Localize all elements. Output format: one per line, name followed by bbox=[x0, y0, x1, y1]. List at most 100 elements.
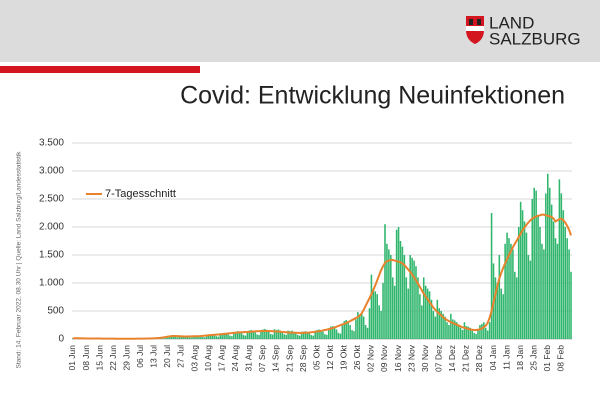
bar bbox=[217, 336, 220, 339]
x-tick-label: 12 Okt bbox=[325, 344, 335, 370]
bar bbox=[376, 294, 379, 339]
y-tick-label: 2.500 bbox=[39, 194, 64, 205]
bar bbox=[374, 291, 377, 339]
bar bbox=[479, 325, 481, 339]
bar bbox=[341, 325, 344, 339]
x-tick-label: 14 Dez bbox=[447, 345, 457, 372]
bar bbox=[564, 227, 566, 339]
bar bbox=[475, 333, 477, 339]
bar bbox=[483, 322, 485, 339]
bar bbox=[254, 332, 256, 339]
bar bbox=[450, 313, 452, 339]
bar bbox=[539, 227, 541, 339]
bar bbox=[368, 308, 371, 339]
bar bbox=[360, 313, 363, 339]
bar bbox=[227, 333, 229, 339]
bar bbox=[202, 337, 204, 339]
x-tick-label: 20 Jul bbox=[162, 345, 172, 368]
bar bbox=[364, 325, 367, 339]
x-tick-label: 11 Jan bbox=[501, 345, 511, 370]
x-tick-label: 21 Sep bbox=[284, 345, 294, 372]
x-tick-label: 17 Aug bbox=[216, 345, 226, 372]
bar bbox=[463, 322, 466, 339]
x-tick-label: 07 Dez bbox=[433, 345, 443, 372]
bar bbox=[248, 330, 251, 339]
bar bbox=[324, 334, 326, 339]
bar bbox=[328, 329, 330, 339]
bar bbox=[434, 316, 437, 339]
bar bbox=[275, 330, 278, 339]
bar bbox=[515, 277, 518, 339]
bar bbox=[399, 241, 402, 339]
bar bbox=[436, 299, 439, 339]
bar bbox=[295, 332, 297, 339]
bar bbox=[446, 322, 448, 339]
bar bbox=[562, 210, 565, 339]
bar bbox=[174, 337, 177, 339]
bar bbox=[300, 331, 303, 339]
bar bbox=[163, 338, 165, 339]
bar bbox=[236, 331, 239, 339]
bar bbox=[318, 329, 320, 339]
x-tick-label: 16 Nov bbox=[393, 344, 403, 372]
bar bbox=[291, 330, 293, 339]
bar bbox=[215, 336, 218, 339]
x-tick-label: 10 Aug bbox=[203, 345, 213, 372]
bar bbox=[554, 238, 557, 339]
bar bbox=[455, 322, 458, 339]
x-tick-label: 01 Feb bbox=[542, 345, 552, 372]
x-tick-label: 04 Jan bbox=[488, 345, 498, 371]
bar bbox=[322, 331, 324, 339]
bar bbox=[494, 277, 497, 339]
bar bbox=[390, 255, 392, 339]
bar bbox=[184, 336, 187, 339]
bar bbox=[333, 327, 336, 339]
bar bbox=[508, 238, 510, 339]
bar bbox=[448, 325, 450, 339]
bar bbox=[461, 330, 464, 339]
bar bbox=[316, 330, 318, 339]
bar bbox=[533, 187, 535, 339]
x-tick-label: 30 Nov bbox=[420, 344, 430, 372]
bar bbox=[186, 336, 189, 339]
bar bbox=[481, 323, 483, 339]
bar bbox=[424, 285, 427, 339]
x-tick-label: 13 Jul bbox=[149, 345, 159, 368]
bar bbox=[223, 332, 225, 339]
bar bbox=[440, 311, 442, 339]
bar bbox=[225, 333, 227, 339]
x-tick-label: 03 Aug bbox=[189, 345, 199, 372]
chart-title: Covid: Entwicklung Neuinfektionen bbox=[180, 82, 565, 110]
y-tick-label: 3.000 bbox=[39, 166, 64, 177]
bar bbox=[233, 332, 235, 339]
x-tick-label: 31 Aug bbox=[244, 345, 254, 372]
bar bbox=[335, 329, 338, 339]
bar bbox=[326, 334, 328, 339]
bar bbox=[405, 277, 408, 339]
bar bbox=[279, 330, 282, 339]
bar bbox=[312, 335, 315, 339]
bar bbox=[484, 327, 487, 339]
bar bbox=[512, 249, 514, 339]
bar bbox=[337, 332, 340, 339]
x-tick-label: 01 Jun bbox=[67, 345, 77, 371]
logo: LAND SALZBURG bbox=[466, 13, 581, 48]
x-tick-label: 06 Jul bbox=[135, 345, 145, 368]
x-tick-label: 23 Nov bbox=[406, 344, 416, 372]
bar bbox=[411, 257, 413, 339]
bar bbox=[306, 332, 309, 339]
bar bbox=[196, 335, 198, 339]
bar bbox=[490, 213, 493, 339]
bar bbox=[442, 313, 444, 339]
bar bbox=[421, 305, 423, 339]
bar bbox=[395, 229, 398, 339]
bar bbox=[560, 193, 563, 339]
bar bbox=[205, 335, 208, 339]
bar bbox=[382, 283, 384, 339]
logo-text: LAND bbox=[489, 13, 534, 32]
bar bbox=[525, 232, 528, 339]
bar bbox=[297, 335, 299, 339]
bar bbox=[345, 319, 347, 339]
bar bbox=[457, 324, 460, 339]
